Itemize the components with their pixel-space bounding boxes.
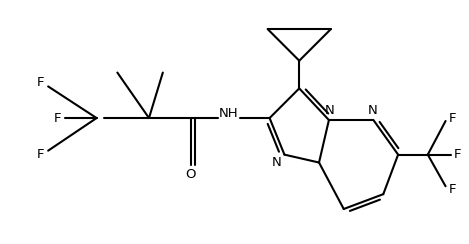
Text: F: F <box>37 76 44 89</box>
Text: F: F <box>454 148 461 161</box>
Text: F: F <box>37 148 44 161</box>
Text: N: N <box>272 156 281 169</box>
Text: F: F <box>449 183 456 196</box>
Text: F: F <box>53 112 61 124</box>
Text: N: N <box>368 104 377 117</box>
Text: N: N <box>325 104 335 117</box>
Text: NH: NH <box>218 107 238 120</box>
Text: F: F <box>449 112 456 124</box>
Text: O: O <box>185 168 196 181</box>
